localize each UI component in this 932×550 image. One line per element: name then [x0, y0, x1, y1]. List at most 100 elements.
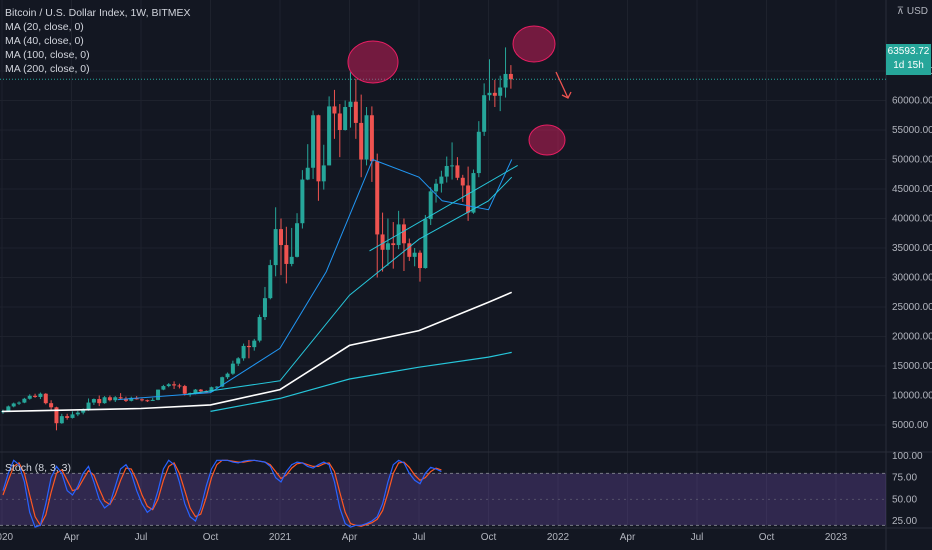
candle-body — [81, 410, 86, 413]
candle-body — [300, 179, 305, 224]
candle-countdown: 1d 15h — [893, 60, 924, 71]
ma-line-4 — [210, 351, 512, 412]
time-tick-label: Jul — [135, 532, 148, 543]
candle-body — [145, 400, 150, 402]
candle-body — [54, 407, 59, 424]
time-tick-label: Jul — [413, 532, 426, 543]
time-tick-label: Jul — [691, 532, 704, 543]
candle-body — [102, 397, 107, 404]
candle-body — [268, 265, 273, 299]
candle-body — [337, 113, 342, 130]
candle-body — [182, 386, 187, 394]
candle-body — [17, 402, 22, 404]
time-tick-label: Apr — [64, 532, 80, 543]
candle-body — [262, 298, 267, 318]
candle-body — [118, 397, 123, 399]
candle-body — [401, 224, 406, 244]
price-tick-label: 35000.00 — [892, 243, 932, 254]
price-tick-label: 55000.00 — [892, 125, 932, 136]
ma-line-1 — [117, 158, 513, 401]
price-tick-label: 45000.00 — [892, 184, 932, 195]
candle-body — [471, 173, 476, 213]
candle-body — [348, 101, 353, 107]
candle-body — [332, 106, 337, 114]
candle-body — [380, 234, 385, 250]
candle-body — [198, 389, 203, 392]
price-tick-label: 20000.00 — [892, 332, 932, 343]
candle-body — [140, 399, 144, 401]
candle-body — [225, 373, 230, 378]
candle-body — [49, 403, 54, 408]
time-tick-label: Oct — [759, 532, 775, 543]
candle-body — [75, 412, 80, 415]
candle-body — [375, 161, 380, 235]
price-tick-label: 10000.00 — [892, 391, 932, 402]
candle-body — [107, 397, 112, 401]
candle-body — [434, 183, 439, 192]
candle-body — [428, 191, 433, 220]
candle-body — [38, 393, 43, 397]
candle-body — [236, 358, 241, 364]
candle-body — [91, 399, 96, 403]
candle-body — [305, 167, 310, 180]
legend-ma200: MA (200, close, 0) — [5, 63, 90, 75]
candle-body — [246, 345, 251, 348]
candle-body — [214, 386, 219, 388]
candle-body — [396, 224, 401, 246]
candle-body — [284, 245, 289, 264]
candle-body — [59, 416, 64, 424]
stoch-tick-label: 75.00 — [892, 473, 917, 484]
currency-selector[interactable]: ⊼ USD — [897, 6, 928, 17]
candle-body — [316, 115, 321, 182]
chart-legend: Bitcoin / U.S. Dollar Index, 1W, BITMEX … — [5, 6, 191, 76]
candle-body — [321, 165, 326, 182]
price-tick-label: 5000.00 — [892, 420, 929, 431]
scale-icon: ⊼ — [896, 6, 905, 17]
time-tick-label: 2023 — [825, 532, 848, 543]
candle-body — [123, 398, 128, 401]
price-tick-label: 60000.00 — [892, 96, 932, 107]
candle-body — [257, 317, 262, 341]
ma-line-2 — [187, 176, 513, 395]
legend-ma100: MA (100, close, 0) — [5, 49, 90, 61]
time-tick-label: Apr — [620, 532, 636, 543]
candle-body — [172, 384, 177, 386]
candle-body — [97, 399, 102, 404]
candle-body — [252, 340, 257, 348]
candle-body — [369, 115, 374, 162]
candle-body — [43, 393, 48, 404]
time-tick-label: Apr — [342, 532, 358, 543]
stoch-tick-label: 25.00 — [892, 516, 917, 527]
candle-body — [161, 386, 166, 390]
candle-body — [503, 73, 508, 88]
candle-body — [407, 243, 412, 257]
stoch-k-line — [2, 459, 442, 528]
stoch-tick-label: 50.00 — [892, 494, 917, 505]
candle-body — [279, 229, 283, 246]
candle-body — [289, 256, 294, 264]
candle-body — [482, 95, 487, 132]
candle-body — [129, 397, 134, 401]
price-tick-label: 15000.00 — [892, 361, 932, 372]
down-arrow-icon — [555, 71, 572, 99]
candle-body — [444, 165, 449, 177]
candle-body — [156, 389, 161, 400]
time-tick-label: 2022 — [547, 532, 570, 543]
ma-line-3 — [1, 291, 513, 413]
candle-body — [476, 131, 481, 174]
stoch-tick-label: 100.00 — [892, 451, 923, 462]
last-price: 63593.72 — [887, 46, 930, 57]
candle-body — [353, 101, 358, 123]
candle-body — [439, 176, 444, 184]
candle-body — [450, 165, 455, 167]
price-tick-label: 25000.00 — [892, 302, 932, 313]
annotation-ellipse-2 — [512, 25, 556, 63]
time-tick-label: Oct — [481, 532, 497, 543]
candle-body — [423, 219, 428, 269]
candle-body — [364, 115, 369, 160]
price-tick-label: 30000.00 — [892, 273, 932, 284]
candle-body — [487, 92, 492, 96]
candle-body — [22, 398, 27, 403]
currency-label: USD — [906, 6, 928, 17]
